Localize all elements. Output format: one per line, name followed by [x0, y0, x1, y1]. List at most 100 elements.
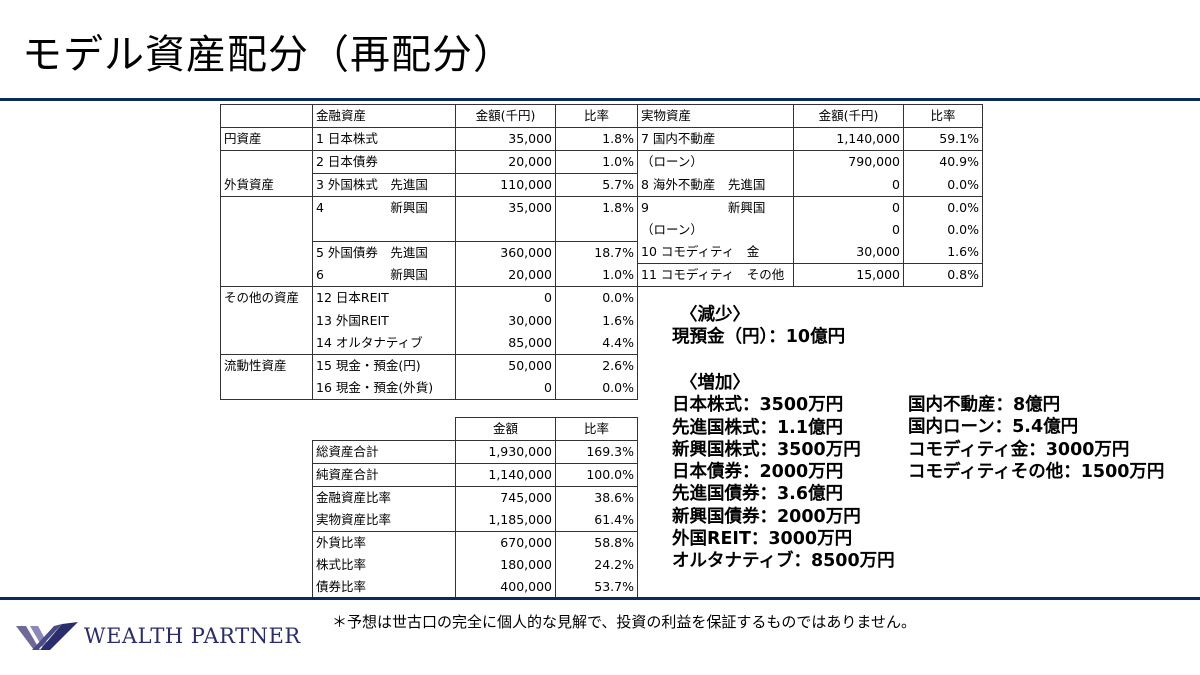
footer-divider	[0, 597, 1200, 600]
table-cell: 110,000	[455, 173, 556, 197]
table-cell	[220, 309, 313, 332]
increase-item: 先進国株式：1.1億円	[672, 417, 844, 438]
table-cell: 40.9%	[903, 150, 983, 174]
table-cell: 8 海外不動産 先進国	[641, 176, 766, 192]
summary-row: 純資産合計 1,140,000 100.0%	[312, 463, 638, 487]
table-cell: 100.0%	[555, 463, 638, 487]
table-cell: 0.8%	[903, 263, 983, 288]
table-cell: 0.0%	[903, 173, 983, 197]
increase-item: 新興国株式：3500万円	[672, 439, 861, 460]
decrease-notes: 〈減少〉 現預金（円）：10億円	[672, 304, 845, 349]
increase-item: コモディティ金：3000万円	[908, 439, 1130, 460]
table-cell: 61.4%	[555, 509, 638, 532]
table-cell: 12 日本REIT	[312, 286, 456, 310]
table-cell: 2.6%	[555, 353, 638, 377]
table-cell: 債券比率	[312, 576, 456, 600]
table-row: 流動性資産 15 現金・預金(円) 50,000 2.6%	[220, 353, 983, 377]
logo: WEALTH PARTNER	[16, 620, 301, 652]
table-cell: 20,000	[455, 263, 556, 287]
table-cell: 9 新興国	[637, 196, 794, 219]
column-header: 比率	[555, 417, 638, 441]
increase-item: コモディティその他：1500万円	[908, 461, 1165, 482]
table-cell: 総資産合計	[312, 440, 456, 464]
summary-row: 実物資産比率 1,185,000 61.4%	[312, 509, 638, 532]
table-cell: 3 外国株式 先進国	[312, 173, 456, 197]
table-row: 13 外国REIT 30,000 1.6%	[220, 309, 983, 332]
table-cell: 0.0%	[555, 286, 638, 310]
table-row: 外貨資産 3 外国株式 先進国 110,000 5.7% 8 海外不動産 先進国 0 0.0…	[220, 173, 983, 197]
table-cell: 30,000	[793, 241, 904, 264]
table-cell: 85,000	[455, 331, 556, 355]
column-header: 金額	[455, 417, 556, 441]
increase-notes: 〈増加〉 日本株式：3500万円 先進国株式：1.1億円 新興国株式：3500万円日…	[672, 372, 895, 573]
table-cell: 4.4%	[555, 331, 638, 355]
table-header-row: 金融資産 金額(千円) 比率 実物資産 金額(千円) 比率	[220, 104, 983, 128]
table-cell: 24.2%	[555, 554, 638, 577]
table-cell: 15,000	[793, 263, 904, 288]
table-cell: 169.3%	[555, 440, 638, 464]
increase-item: 日本株式：3500万円	[672, 395, 844, 416]
table-cell	[220, 219, 313, 242]
table-cell: 180,000	[455, 554, 556, 577]
table-cell: 0	[793, 219, 904, 242]
increase-item: 外国REIT：3000万円	[672, 529, 853, 550]
table-cell: （ローン）	[637, 150, 794, 174]
table-cell: 400,000	[455, 576, 556, 600]
table-cell: 1,140,000	[455, 463, 556, 487]
decrease-heading: 〈減少〉	[680, 305, 750, 325]
summary-row: 債券比率 400,000 53.7%	[312, 576, 638, 600]
table-cell: 2 日本債券	[312, 150, 456, 174]
table-cell	[555, 219, 638, 242]
table-row: 4 新興国 35,000 1.8% 9 新興国 0 0.0%	[220, 196, 983, 219]
increase-item: 国内不動産：8億円	[908, 395, 1061, 415]
table-cell: 0.0%	[903, 196, 983, 219]
table-cell: 10 コモディティ 金	[641, 244, 760, 260]
table-cell: 18.7%	[555, 240, 638, 264]
decrease-item: 現預金（円）：10億円	[672, 327, 846, 348]
table-cell: 1.0%	[555, 150, 638, 174]
table-cell: 4 新興国	[312, 196, 456, 219]
table-cell: 670,000	[455, 531, 556, 554]
table-cell: （ローン）	[641, 222, 703, 238]
logo-text: WEALTH PARTNER	[84, 624, 301, 648]
header-divider	[0, 98, 1200, 101]
table-cell: 純資産合計	[312, 463, 456, 487]
table-cell: 15 現金・預金(円)	[312, 353, 456, 377]
table-cell: 1.6%	[903, 241, 983, 264]
table-row: 円資産 1 日本株式 35,000 1.8% 7 国内不動産 1,140,000 59.1%	[220, 127, 983, 151]
table-cell	[455, 219, 556, 242]
summary-row: 金融資産比率 745,000 38.6%	[312, 486, 638, 509]
table-cell: 6 新興国	[312, 263, 456, 287]
table-row: 14 オルタナティブ 85,000 4.4%	[220, 331, 983, 355]
table-cell	[220, 150, 313, 174]
table-cell	[904, 332, 983, 355]
asset-allocation-table: 金融資産 金額(千円) 比率 実物資産 金額(千円) 比率 円資産 1 日本株式 35,000 1…	[220, 104, 983, 400]
table-cell: 0.0%	[903, 219, 983, 242]
table-cell: 13 外国REIT	[312, 309, 456, 332]
table-cell: 35,000	[455, 127, 556, 151]
table-cell: 20,000	[455, 150, 556, 174]
table-cell: 50,000	[455, 353, 556, 377]
table-cell: 金融資産比率	[312, 486, 456, 509]
table-cell: 790,000	[793, 150, 904, 174]
column-header: 金額(千円)	[455, 104, 556, 128]
table-cell	[220, 376, 313, 400]
table-cell: 745,000	[455, 486, 556, 509]
table-cell: 1,930,000	[455, 440, 556, 464]
column-header: 比率	[903, 104, 983, 128]
table-cell	[220, 241, 313, 264]
table-cell: 7 国内不動産	[637, 127, 794, 151]
table-cell: 11 コモディティ その他	[637, 263, 794, 288]
column-header: 実物資産	[637, 104, 794, 128]
table-cell: 1,185,000	[455, 509, 556, 532]
increase-heading: 〈増加〉	[680, 373, 750, 393]
table-cell: 58.8%	[555, 531, 638, 554]
table-cell: その他の資産	[220, 286, 313, 310]
increase-item: 日本債券：2000万円	[672, 462, 844, 483]
table-cell: 外貨比率	[312, 531, 456, 554]
table-cell: 1.8%	[555, 127, 638, 151]
table-cell: 0	[455, 286, 556, 310]
increase-item: 新興国債券：2000万円	[672, 506, 861, 527]
table-cell: 流動性資産	[220, 353, 313, 377]
table-cell: 360,000	[455, 240, 556, 264]
